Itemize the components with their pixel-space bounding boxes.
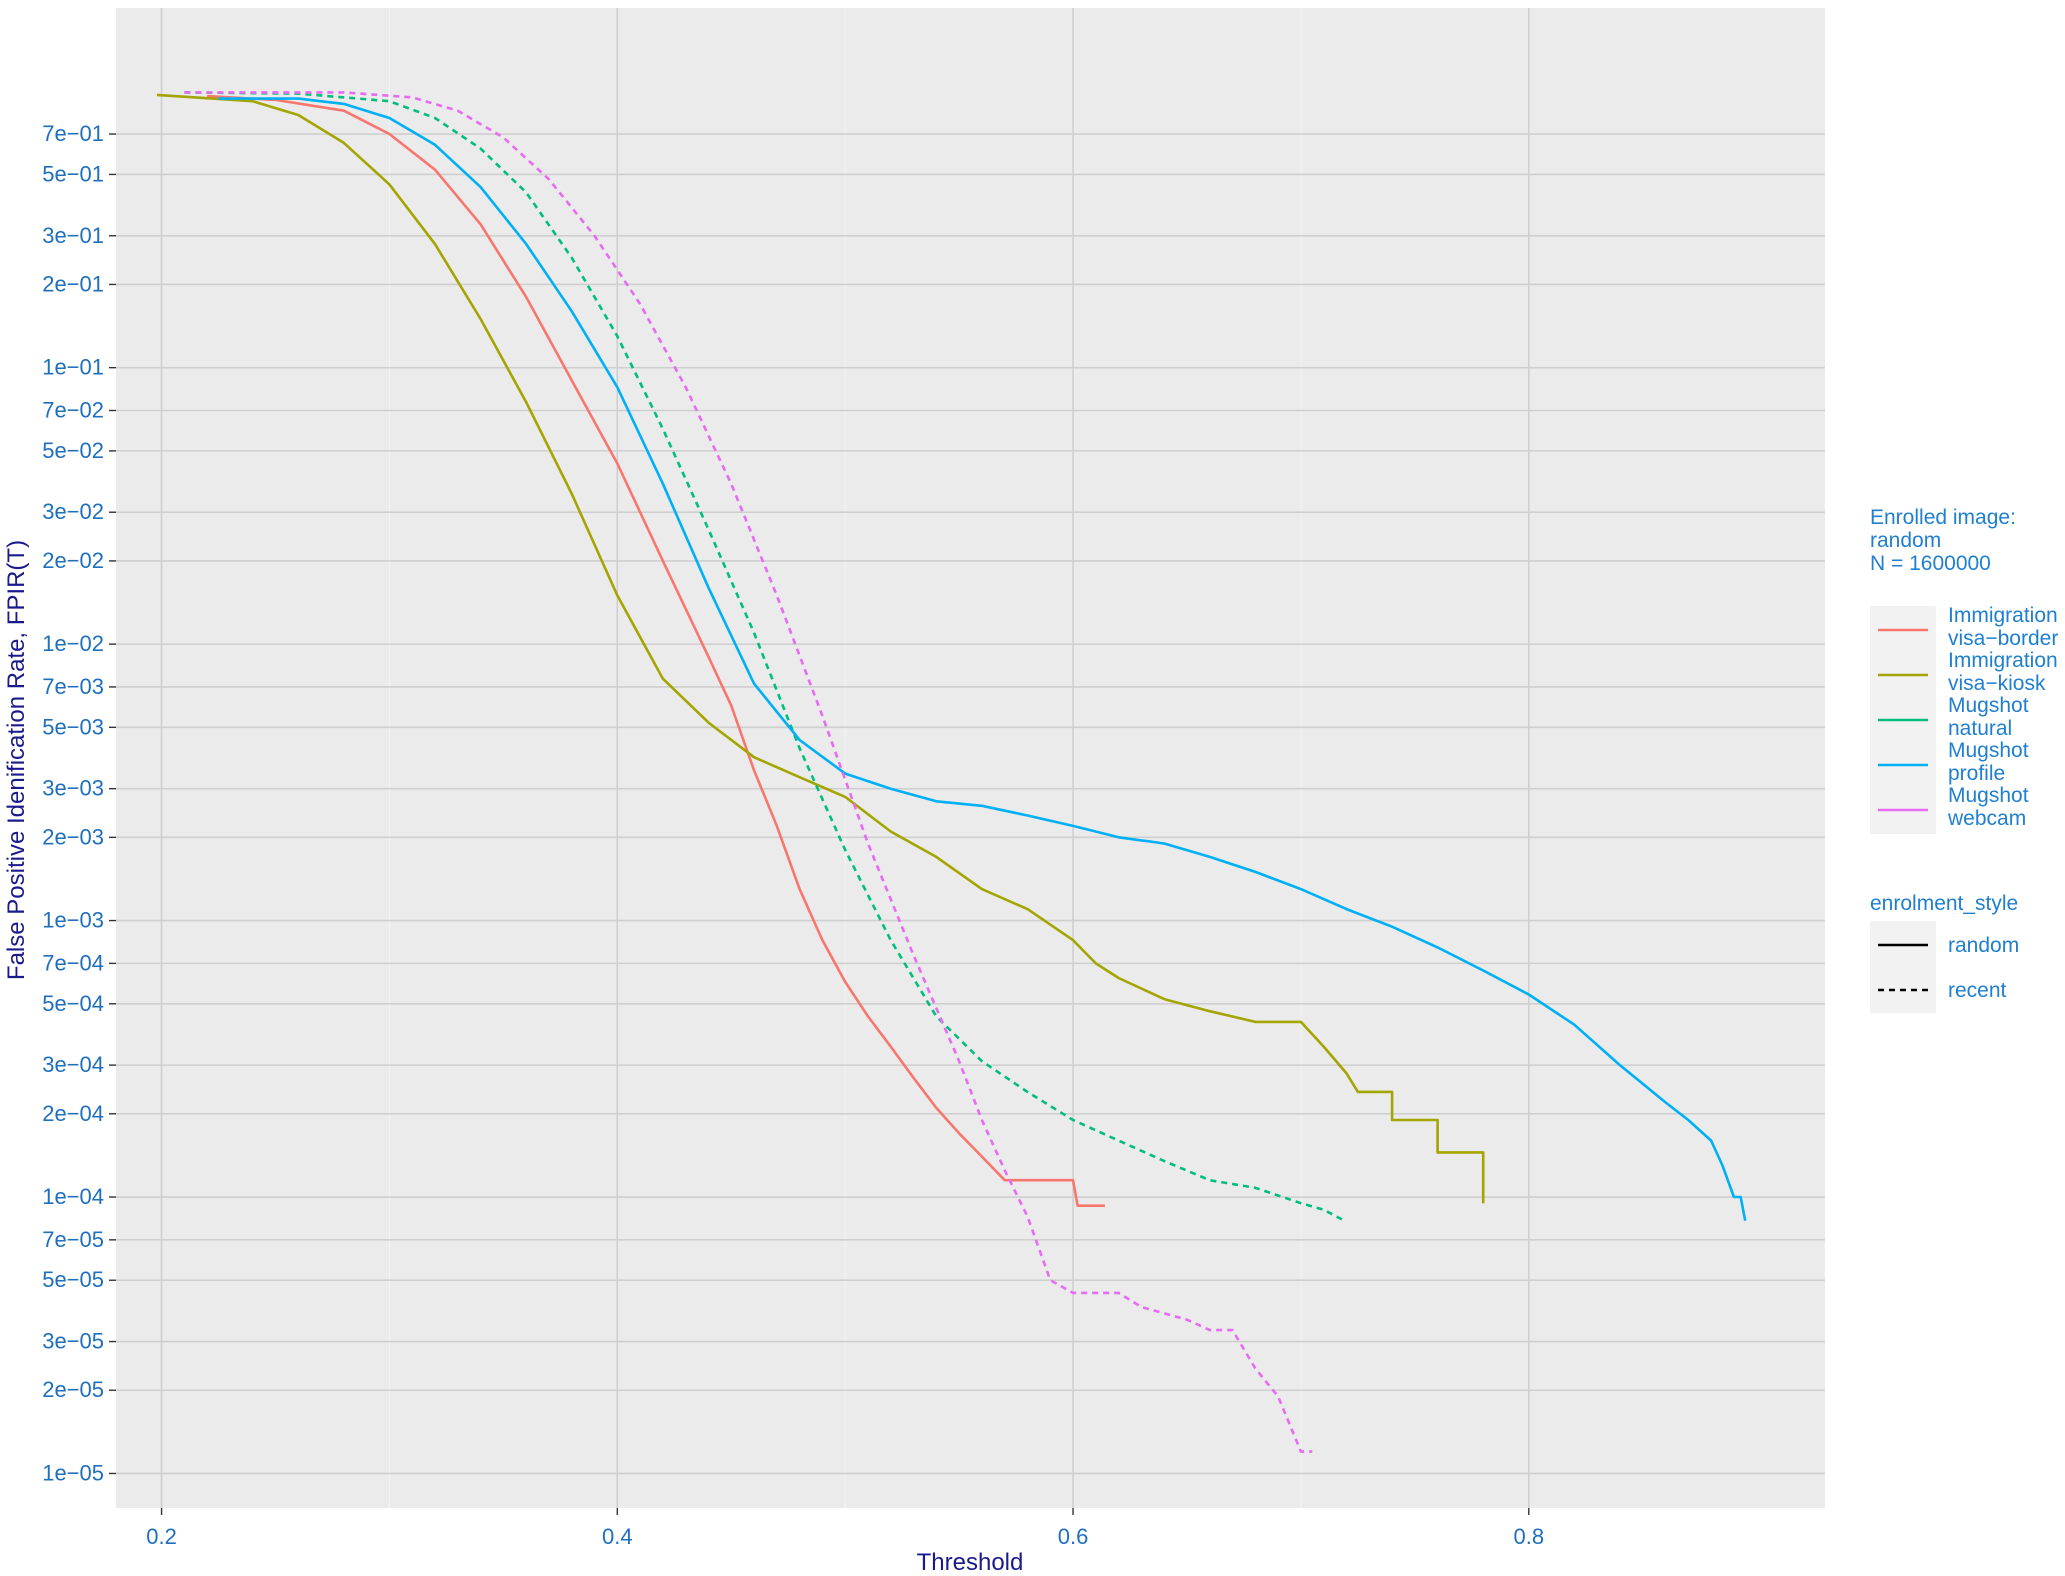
y-tick-label: 1e−05 — [42, 1460, 104, 1485]
legend-entry-label: visa−kiosk — [1948, 672, 2046, 695]
series-line-immigration-visa-kiosk — [156, 93, 1485, 1204]
y-tick-label: 7e−02 — [42, 397, 104, 422]
grid-lines — [116, 8, 1825, 1508]
y-tick-label: 5e−05 — [42, 1267, 104, 1292]
legend-entry-label: webcam — [1947, 807, 2026, 830]
plot-panel — [116, 8, 1825, 1508]
legend-entry-label: recent — [1948, 979, 2007, 1002]
y-tick-label: 2e−02 — [42, 548, 104, 573]
series-line-immigration-visa-border — [207, 94, 1105, 1207]
y-tick-label: 5e−03 — [42, 714, 104, 739]
y-axis-title: False Positive Idenification Rate, FPIR(… — [3, 540, 30, 980]
x-tick-label: 0.2 — [146, 1524, 177, 1549]
y-tick-label: 3e−03 — [42, 776, 104, 801]
y-tick-label: 5e−02 — [42, 438, 104, 463]
legend-entry-label: profile — [1948, 762, 2005, 785]
y-tick-label: 7e−01 — [42, 121, 104, 146]
y-tick-label: 2e−04 — [42, 1101, 104, 1126]
legend-title-line: random — [1870, 529, 1941, 552]
y-tick-label: 1e−04 — [42, 1184, 104, 1209]
x-axis-title: Threshold — [917, 1549, 1024, 1576]
x-axis-ticks: 0.2 0.4 0.6 0.8 — [146, 1508, 1544, 1549]
y-tick-label: 2e−01 — [42, 271, 104, 296]
legend-title: enrolment_style — [1870, 892, 2018, 915]
legend-title-line: Enrolled image: — [1870, 506, 2016, 529]
x-tick-label: 0.8 — [1513, 1524, 1544, 1549]
y-axis-ticks: 7e−01 5e−01 3e−01 2e−01 1e−01 7e−02 5e−02 3e−02… — [42, 121, 116, 1485]
series-line-mugshot-natural — [184, 91, 1343, 1221]
y-tick-label: 3e−02 — [42, 499, 104, 524]
y-tick-label: 7e−05 — [42, 1227, 104, 1252]
y-tick-label: 7e−03 — [42, 674, 104, 699]
y-tick-label: 1e−03 — [42, 908, 104, 933]
series-line-mugshot-profile — [218, 97, 1747, 1222]
y-tick-label: 7e−04 — [42, 950, 104, 975]
legend-entry-label: random — [1948, 934, 2019, 957]
legend-entry-label: Mugshot — [1948, 739, 2029, 762]
y-tick-label: 5e−01 — [42, 161, 104, 186]
series-layer — [156, 91, 1747, 1453]
series-line-mugshot-webcam — [184, 91, 1313, 1453]
legend-title-line: N = 1600000 — [1870, 552, 1991, 575]
y-tick-label: 3e−05 — [42, 1329, 104, 1354]
y-tick-label: 3e−01 — [42, 223, 104, 248]
y-tick-label: 2e−05 — [42, 1377, 104, 1402]
legend-entry-label: Mugshot — [1948, 694, 2029, 717]
legend-entry-label: visa−border — [1948, 627, 2058, 650]
legend-entry-label: natural — [1948, 717, 2012, 740]
y-tick-label: 5e−04 — [42, 991, 104, 1016]
x-tick-label: 0.6 — [1058, 1524, 1089, 1549]
legend-key-background — [1870, 921, 1936, 1013]
legend-entry-label: Immigration — [1948, 649, 2058, 672]
y-tick-label: 3e−04 — [42, 1052, 104, 1077]
legend-entry-label: Immigration — [1948, 604, 2058, 627]
y-tick-label: 1e−02 — [42, 631, 104, 656]
y-tick-label: 1e−01 — [42, 355, 104, 380]
x-tick-label: 0.4 — [602, 1524, 633, 1549]
y-tick-label: 2e−03 — [42, 824, 104, 849]
legend-entry-label: Mugshot — [1948, 784, 2029, 807]
